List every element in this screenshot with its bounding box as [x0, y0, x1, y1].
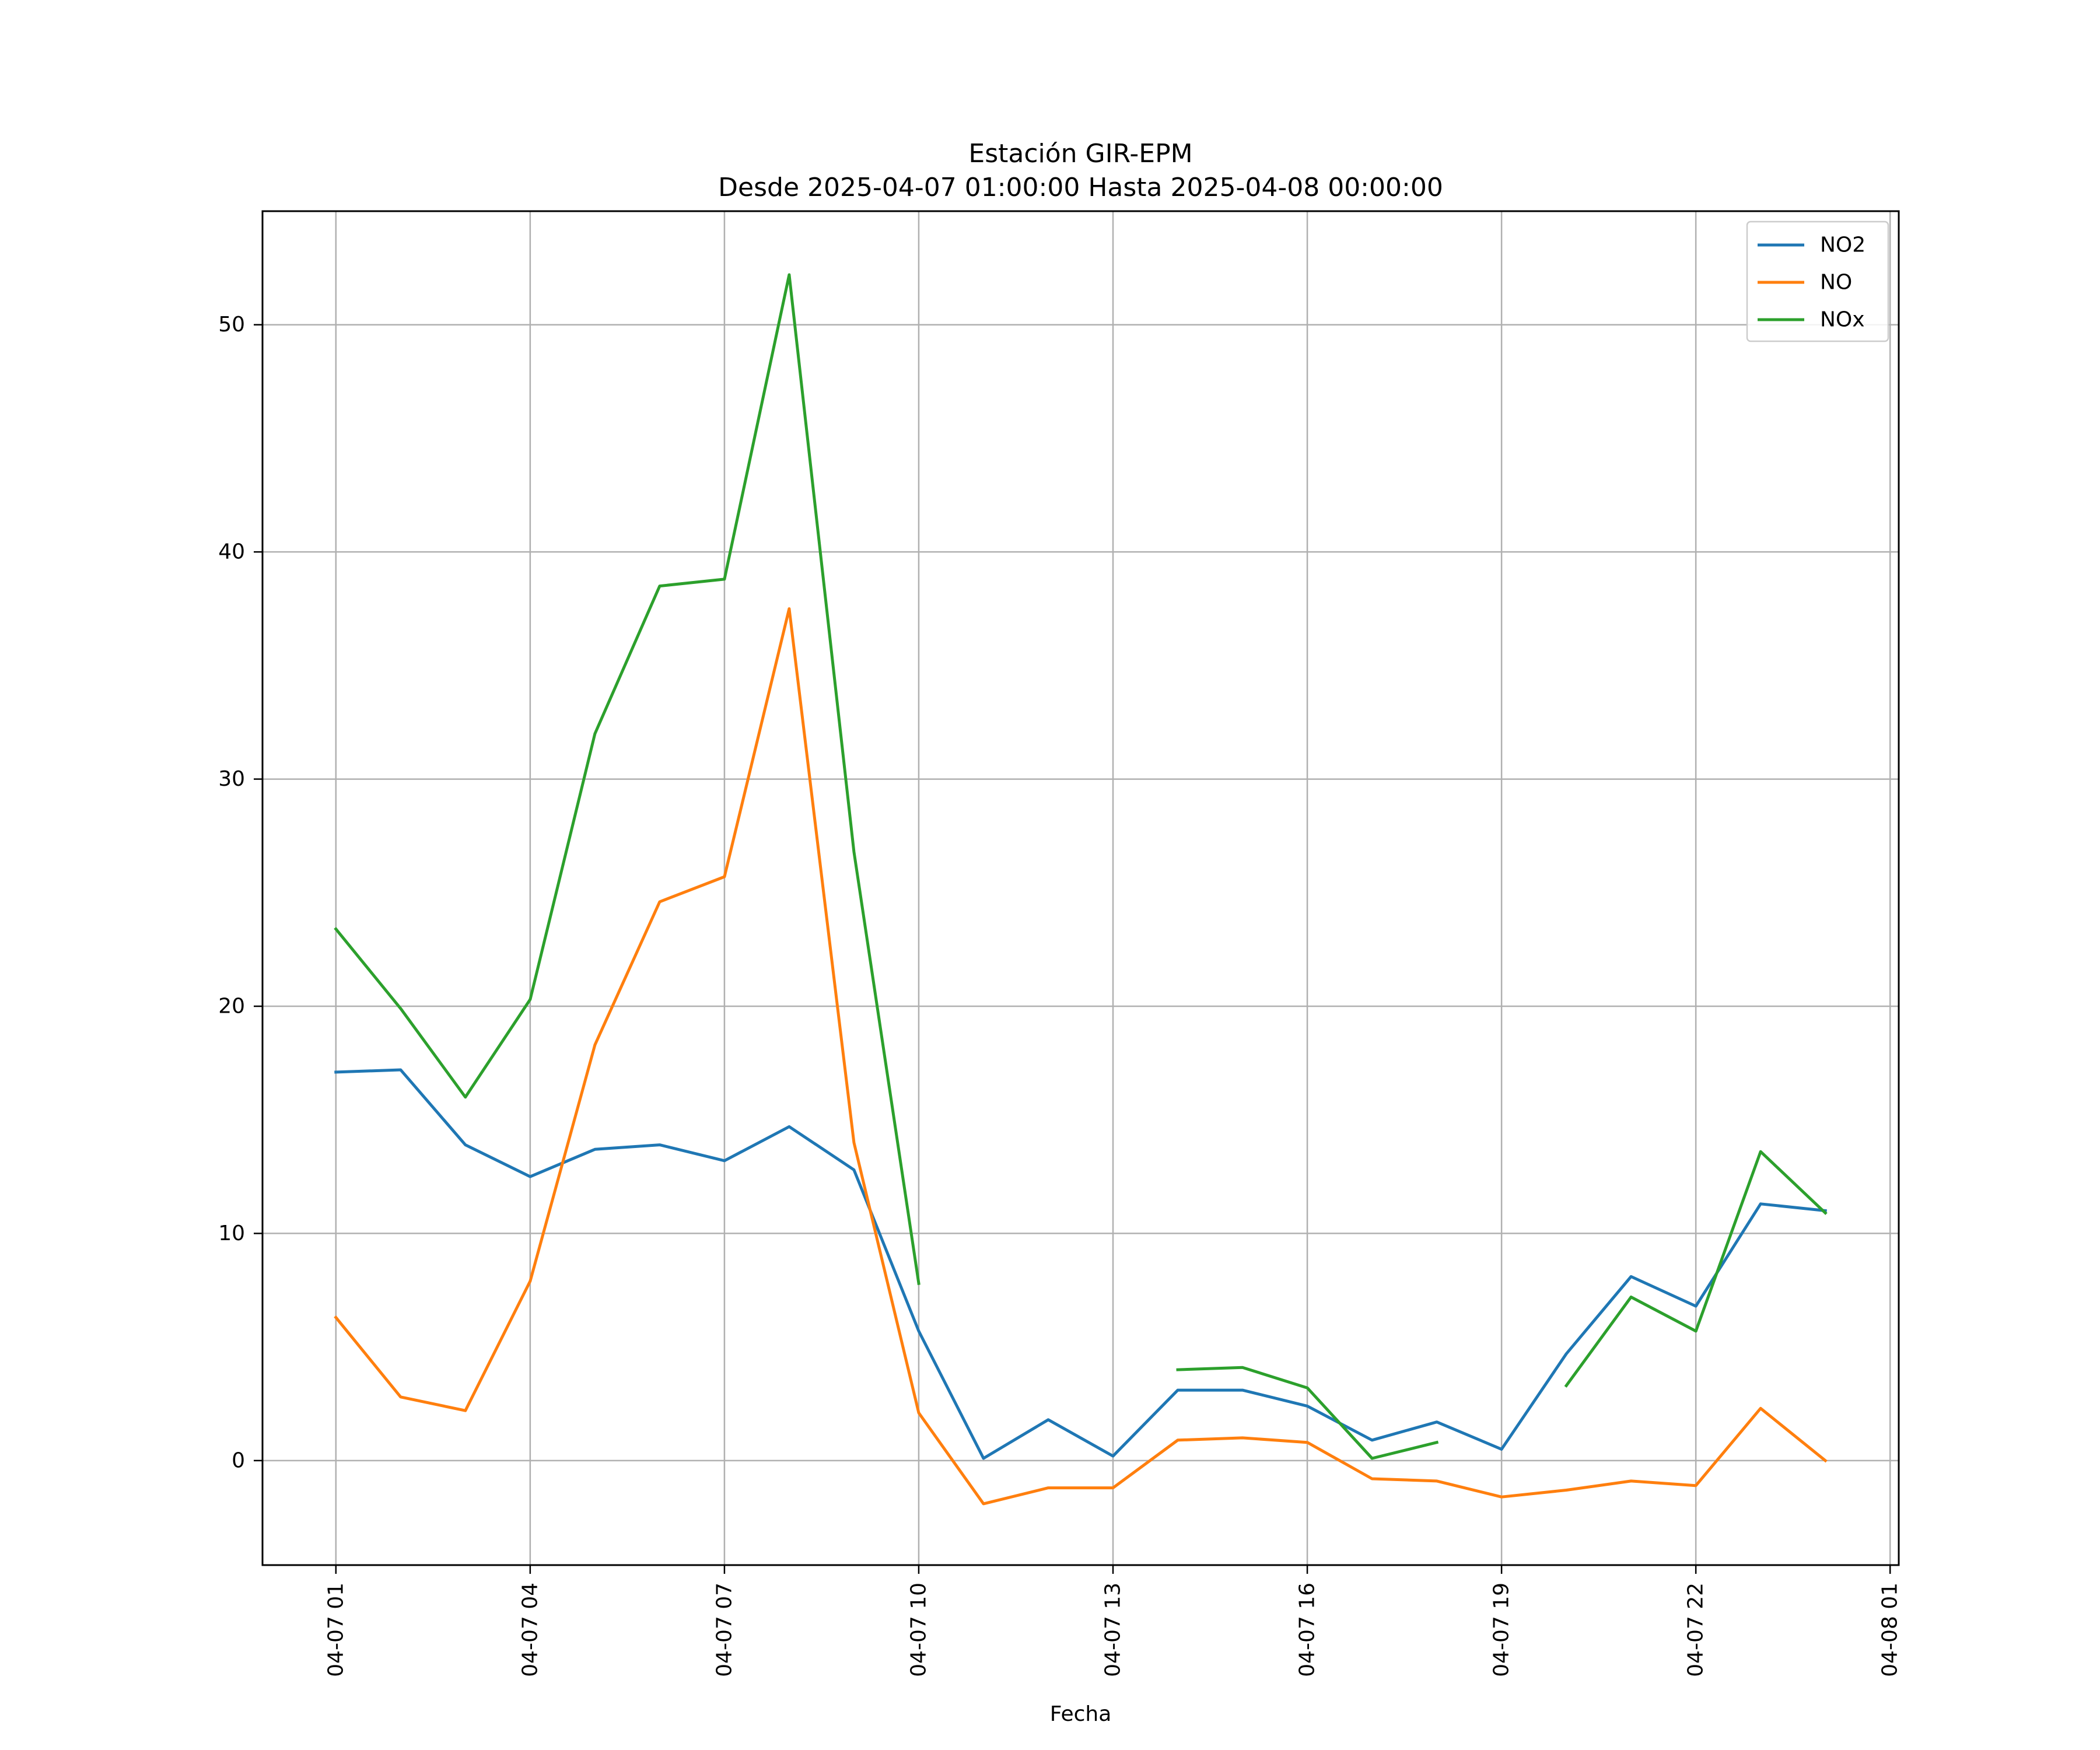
x-tick-label: 04-08 01 [1878, 1583, 1902, 1677]
series-nox-line [334, 273, 1828, 1460]
x-tick-label: 04-07 07 [712, 1583, 736, 1677]
legend-label-no: NO [1820, 271, 1852, 295]
chart-title: Estación GIR-EPM [968, 139, 1192, 169]
legend: NO2 NO NOx [1746, 220, 1889, 342]
x-tick-label: 04-07 10 [907, 1583, 930, 1677]
series-nox-segment [334, 273, 921, 1285]
legend-label-no2: NO2 [1820, 233, 1866, 257]
x-tick-label: 04-07 01 [324, 1583, 348, 1677]
x-tick-label: 04-07 19 [1490, 1583, 1514, 1677]
x-tick-label: 04-07 04 [518, 1583, 542, 1677]
x-tick-label: 04-07 16 [1296, 1583, 1320, 1677]
series-no2-segment [334, 1068, 1827, 1460]
legend-box [1746, 220, 1889, 342]
x-tick-label: 04-07 13 [1101, 1583, 1125, 1677]
y-tick-label: 50 [218, 313, 245, 337]
series-no-line [334, 607, 1828, 1506]
chart-subtitle: Desde 2025-04-07 01:00:00 Hasta 2025-04-… [718, 173, 1443, 202]
x-axis-title: Fecha [1050, 1702, 1112, 1726]
series-no2-line [334, 1068, 1827, 1460]
y-tick-label: 30 [218, 767, 245, 791]
legend-label-nox: NOx [1820, 308, 1865, 332]
grid [262, 211, 1899, 1565]
y-tick-label: 0 [232, 1448, 245, 1472]
y-tick-label: 40 [218, 540, 245, 564]
plot-area-frame [261, 210, 1900, 1566]
y-tick-label: 20 [218, 995, 245, 1019]
series-no-segment [334, 607, 1828, 1506]
y-tick-label: 10 [218, 1222, 245, 1245]
axis-ticks: 04-07 01 04-07 04 04-07 07 04-07 10 04-07 13… [218, 313, 1902, 1677]
series-nox-segment [1564, 1150, 1828, 1388]
series-nox-segment [1176, 1366, 1439, 1460]
series-lines [334, 273, 1828, 1506]
x-tick-label: 04-07 22 [1684, 1583, 1708, 1677]
